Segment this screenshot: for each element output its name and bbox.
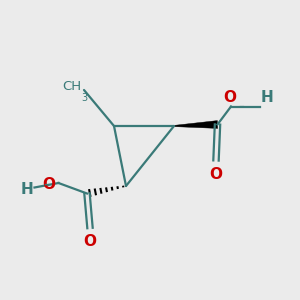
Text: O: O [43,177,56,192]
Text: O: O [209,167,223,182]
Text: O: O [223,90,236,105]
Text: 3: 3 [81,93,87,103]
Text: O: O [83,234,97,249]
Text: -: - [238,97,244,115]
Polygon shape [174,121,218,128]
Text: CH: CH [62,80,81,94]
Text: H: H [261,90,274,105]
Text: H: H [20,182,33,196]
Text: -: - [44,175,50,193]
